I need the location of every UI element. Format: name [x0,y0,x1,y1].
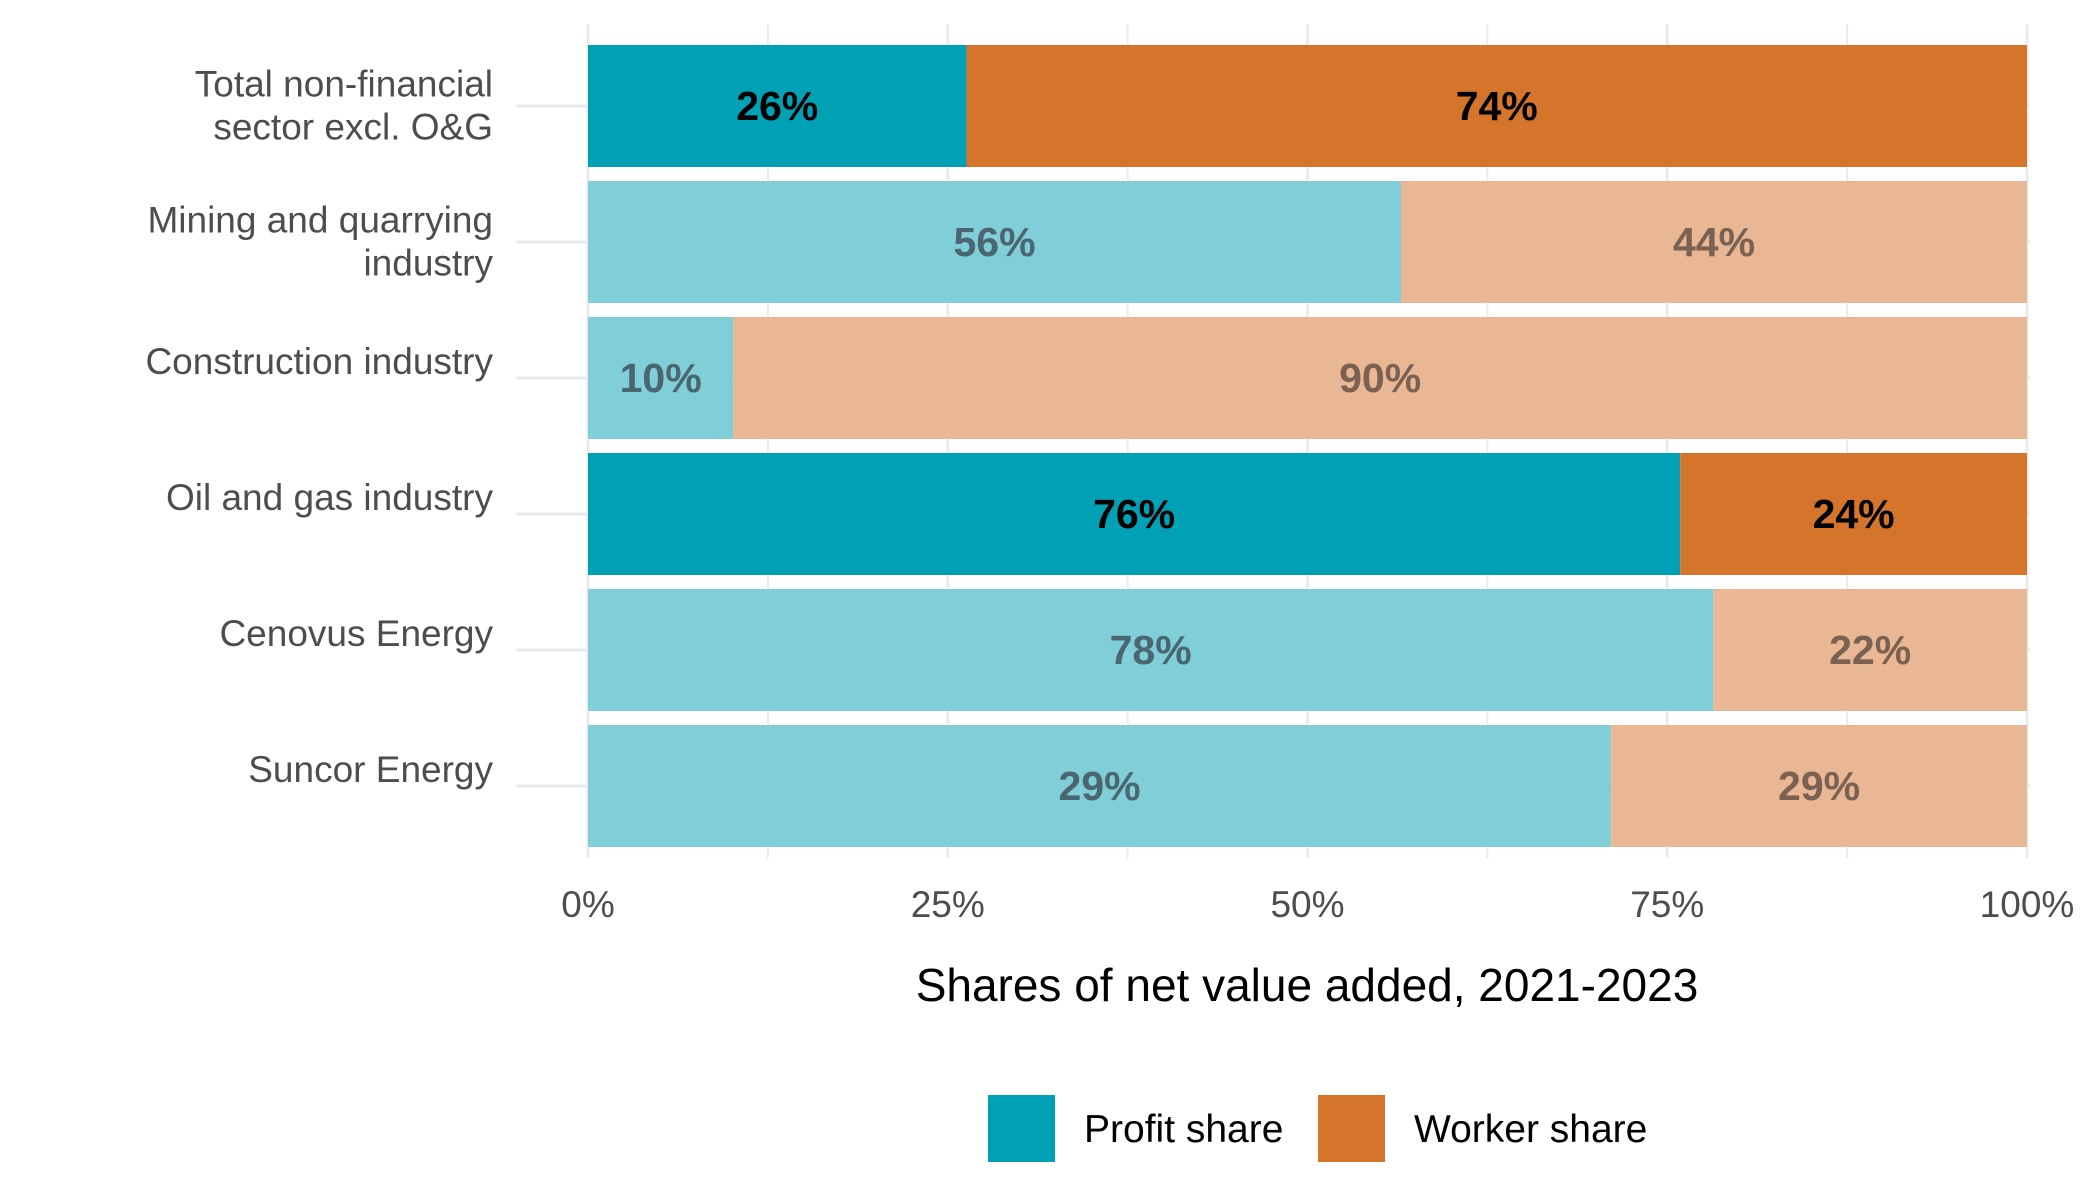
bar-worker-share [1680,453,2027,575]
bar-worker-share [1611,725,2027,847]
category-label-line: sector excl. O&G [213,107,493,148]
bar-worker-share [733,317,2027,439]
category-label-line: Cenovus Energy [219,613,493,654]
x-tick-label: 50% [1270,884,1344,925]
data-label-profit: 76% [1093,491,1175,537]
data-label-worker: 29% [1778,763,1860,809]
bar-profit-share [588,453,1681,575]
category-label: Mining and quarrying industry [147,200,493,284]
bar-profit-share [588,725,1612,847]
x-axis-title: Shares of net value added, 2021-2023 [916,959,1699,1011]
bar-profit-share [588,317,734,439]
bar-worker-share [966,45,2027,167]
legend-label: Profit share [1084,1108,1283,1151]
category-label-line: Oil and gas industry [166,477,494,518]
bar-profit-share [588,181,1402,303]
category-label-line: Total non-financial [195,64,493,105]
category-label: Cenovus Energy [219,613,493,654]
legend: Profit share Worker share [988,1095,1647,1162]
category-label: Construction industry [145,341,493,382]
category-label: Oil and gas industry [166,477,494,518]
bar-layer: 26% 74% 56% 44% 10% 90% 76% 24% 78% 22% 29% 29% [588,45,2027,847]
category-label-line: Construction industry [145,341,493,382]
data-label-profit: 78% [1110,627,1192,673]
x-tick-label: 75% [1630,884,1704,925]
legend-label: Worker share [1414,1108,1647,1151]
legend-key [1318,1095,1385,1162]
category-label: Total non-financial sector excl. O&G [195,64,493,148]
bar-worker-share [1713,589,2027,711]
value-axis: 0% 25% 50% 75% 100% [561,884,2074,925]
data-label-profit: 29% [1059,763,1141,809]
data-label-profit: 56% [953,219,1035,265]
data-label-worker: 24% [1813,491,1895,537]
category-label-line: Mining and quarrying [147,200,493,241]
x-tick-label: 0% [561,884,614,925]
bar-profit-share [588,589,1714,711]
x-tick-label: 100% [1980,884,2075,925]
data-label-profit: 10% [620,355,702,401]
category-label-line: industry [363,243,493,284]
data-label-profit: 26% [736,83,818,129]
category-axis: Total non-financial sector excl. O&G Minin… [145,64,493,791]
data-label-worker: 22% [1829,627,1911,673]
bar-profit-share [588,45,967,167]
data-label-worker: 90% [1339,355,1421,401]
data-label-worker: 44% [1673,219,1755,265]
category-label: Suncor Energy [248,749,493,790]
data-label-worker: 74% [1456,83,1538,129]
category-label-line: Suncor Energy [248,749,493,790]
x-tick-label: 25% [911,884,985,925]
legend-key [988,1095,1055,1162]
bar-worker-share [1401,181,2027,303]
